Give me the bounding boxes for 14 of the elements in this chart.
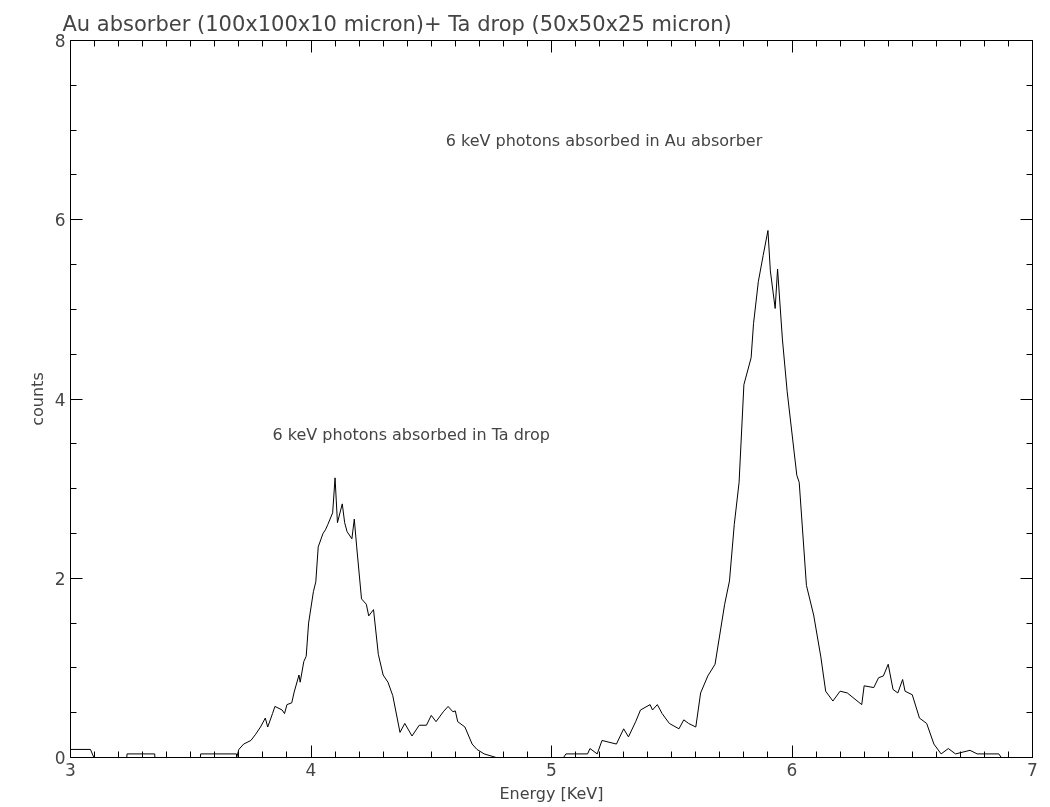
y-axis-title: counts xyxy=(27,372,47,426)
y-tick-label: 6 xyxy=(54,210,66,231)
y-tick-label: 4 xyxy=(54,389,66,410)
x-tick-label: 7 xyxy=(1027,759,1038,780)
x-tick-label: 5 xyxy=(546,759,557,780)
x-tick-label: 4 xyxy=(305,759,317,780)
x-axis-title: Energy [KeV] xyxy=(499,783,604,803)
x-tick-label: 3 xyxy=(65,759,76,780)
annotation: 6 keV photons absorbed in Au absorber xyxy=(445,131,763,151)
y-tick-label: 0 xyxy=(54,748,66,768)
x-tick-label: 6 xyxy=(786,759,798,780)
annotation: 6 keV photons absorbed in Ta drop xyxy=(272,425,550,445)
y-tick-label: 2 xyxy=(54,568,66,589)
y-tick-label: 8 xyxy=(54,31,66,51)
